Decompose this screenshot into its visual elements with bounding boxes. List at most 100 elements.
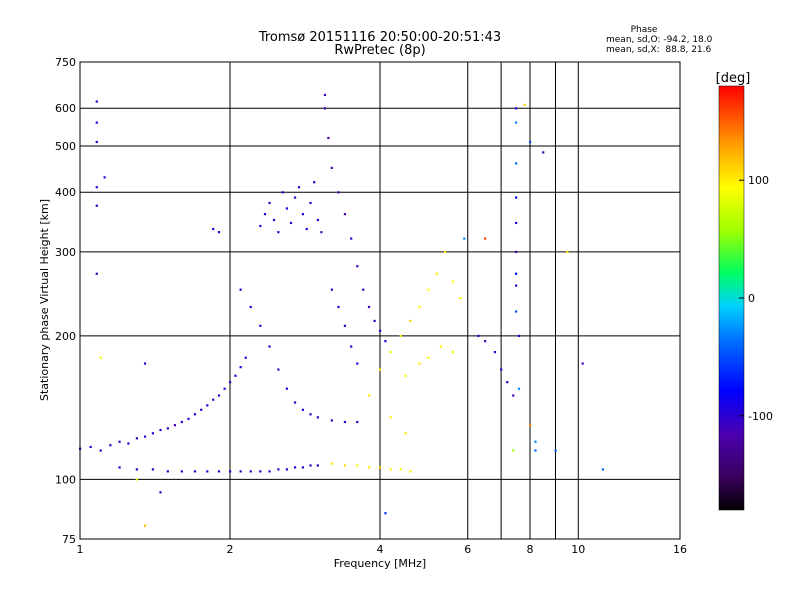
y-tick-label: 500 xyxy=(55,140,76,153)
echo-point xyxy=(477,334,480,338)
echo-point xyxy=(293,196,297,199)
echo-point xyxy=(180,420,183,424)
echo-point xyxy=(285,468,288,471)
echo-point xyxy=(515,310,518,313)
echo-point xyxy=(95,204,98,207)
x-axis-label: Frequency [MHz] xyxy=(334,557,426,570)
echo-point xyxy=(95,140,98,144)
y-tick-label: 300 xyxy=(55,246,76,259)
y-axis-label: Stationary phase Virtual Height [km] xyxy=(38,199,51,401)
echo-point xyxy=(180,470,183,473)
echo-point xyxy=(259,324,262,327)
echo-point xyxy=(500,368,503,371)
echo-point xyxy=(379,368,382,371)
echo-point xyxy=(534,449,537,452)
x-tick-label: 16 xyxy=(673,543,687,556)
echo-point xyxy=(309,413,312,416)
echo-point xyxy=(293,466,297,469)
echo-point xyxy=(327,136,330,140)
echo-point xyxy=(439,345,443,348)
echo-point xyxy=(409,319,412,323)
echo-point xyxy=(323,107,327,110)
echo-point xyxy=(206,470,209,473)
echo-point xyxy=(99,356,102,359)
echo-point xyxy=(297,186,301,189)
echo-point xyxy=(343,420,347,424)
echo-point xyxy=(234,374,237,377)
echo-point xyxy=(166,470,169,473)
echo-point xyxy=(379,466,382,469)
echo-point xyxy=(143,524,147,527)
echo-point xyxy=(356,362,359,365)
echo-point xyxy=(534,440,537,443)
echo-point xyxy=(506,381,509,384)
y-tick-label: 200 xyxy=(55,330,76,343)
echo-point xyxy=(529,424,532,427)
echo-point xyxy=(330,288,333,291)
echo-point xyxy=(217,394,221,397)
echo-point xyxy=(159,428,162,432)
echo-point xyxy=(95,186,98,189)
echo-point xyxy=(409,470,412,473)
echo-point xyxy=(320,231,323,234)
echo-point xyxy=(95,100,98,103)
echo-point xyxy=(418,362,421,365)
echo-point xyxy=(239,366,242,369)
echo-point xyxy=(515,250,518,254)
echo-point xyxy=(542,151,545,154)
chart-title: Tromsø 20151116 20:50:00-20:51:43 xyxy=(258,30,501,45)
y-tick-labels: 75 100 200 300 400 500 600 750 xyxy=(55,56,76,546)
y-tick-label: 400 xyxy=(55,186,76,199)
echo-point xyxy=(166,427,169,430)
x-tick-label: 10 xyxy=(571,543,585,556)
echo-point xyxy=(159,491,162,494)
echo-point xyxy=(356,265,359,268)
echo-point xyxy=(512,394,515,397)
echo-point xyxy=(581,362,584,365)
echo-point xyxy=(239,288,242,291)
stats-x-line: mean, sd,X: 88.8, 21.6 xyxy=(606,45,712,55)
echo-point xyxy=(118,466,121,469)
echo-point xyxy=(389,416,392,419)
echo-point xyxy=(484,340,487,343)
echo-point xyxy=(285,387,288,390)
echo-point xyxy=(384,512,387,515)
echo-point xyxy=(517,387,521,390)
echo-point xyxy=(367,466,371,469)
echo-point xyxy=(217,470,221,473)
echo-point xyxy=(212,227,215,231)
echo-point xyxy=(263,213,267,216)
echo-point xyxy=(239,470,242,473)
echo-point xyxy=(309,201,312,205)
echo-point xyxy=(313,181,316,184)
echo-point xyxy=(316,416,319,419)
echo-point xyxy=(268,470,271,473)
echo-point xyxy=(330,419,333,422)
echo-point xyxy=(512,449,515,452)
echo-point xyxy=(404,432,407,435)
echo-point xyxy=(118,440,121,443)
echo-point xyxy=(277,368,280,371)
echo-point xyxy=(459,297,462,300)
echo-point xyxy=(554,449,557,452)
echo-point xyxy=(212,398,215,401)
echo-point xyxy=(367,394,371,397)
echo-point xyxy=(127,442,130,445)
echo-point xyxy=(356,464,359,467)
echo-point xyxy=(427,356,430,359)
echo-point xyxy=(135,478,138,481)
echo-point xyxy=(249,305,252,309)
echo-point xyxy=(343,213,347,216)
echo-point xyxy=(309,464,312,467)
chart-subtitle: RwPretec (8p) xyxy=(334,43,425,58)
echo-point xyxy=(399,334,402,338)
echo-point xyxy=(515,162,518,165)
echo-point xyxy=(223,387,226,390)
echo-point xyxy=(451,280,455,283)
echo-point xyxy=(285,207,288,210)
echo-point xyxy=(373,319,376,323)
plot-frame xyxy=(79,61,681,540)
echo-point xyxy=(259,224,262,228)
echo-point xyxy=(259,470,262,473)
echo-point xyxy=(99,449,102,452)
